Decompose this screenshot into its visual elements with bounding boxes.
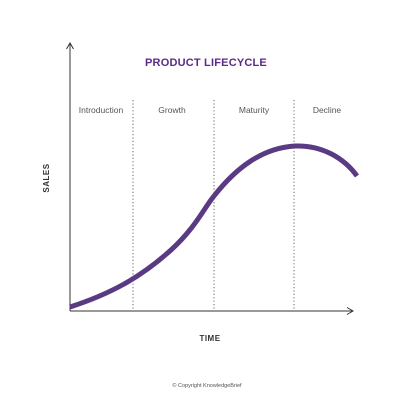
copyright-text: © Copyright KnowledgeBrief — [172, 382, 242, 389]
stage-label-decline: Decline — [313, 105, 342, 115]
y-axis — [66, 42, 74, 311]
y-axis-label: SALES — [42, 163, 51, 192]
stage-label-growth: Growth — [158, 105, 186, 115]
diagram-title: PRODUCT LIFECYCLE — [145, 57, 267, 69]
stage-label-introduction: Introduction — [79, 105, 124, 115]
y-axis-arrowhead — [66, 42, 74, 50]
stage-label-maturity: Maturity — [239, 105, 270, 115]
x-axis-arrowhead — [346, 307, 354, 315]
lifecycle-curve — [69, 143, 360, 310]
x-axis-label: TIME — [199, 334, 220, 343]
x-axis — [70, 307, 354, 315]
